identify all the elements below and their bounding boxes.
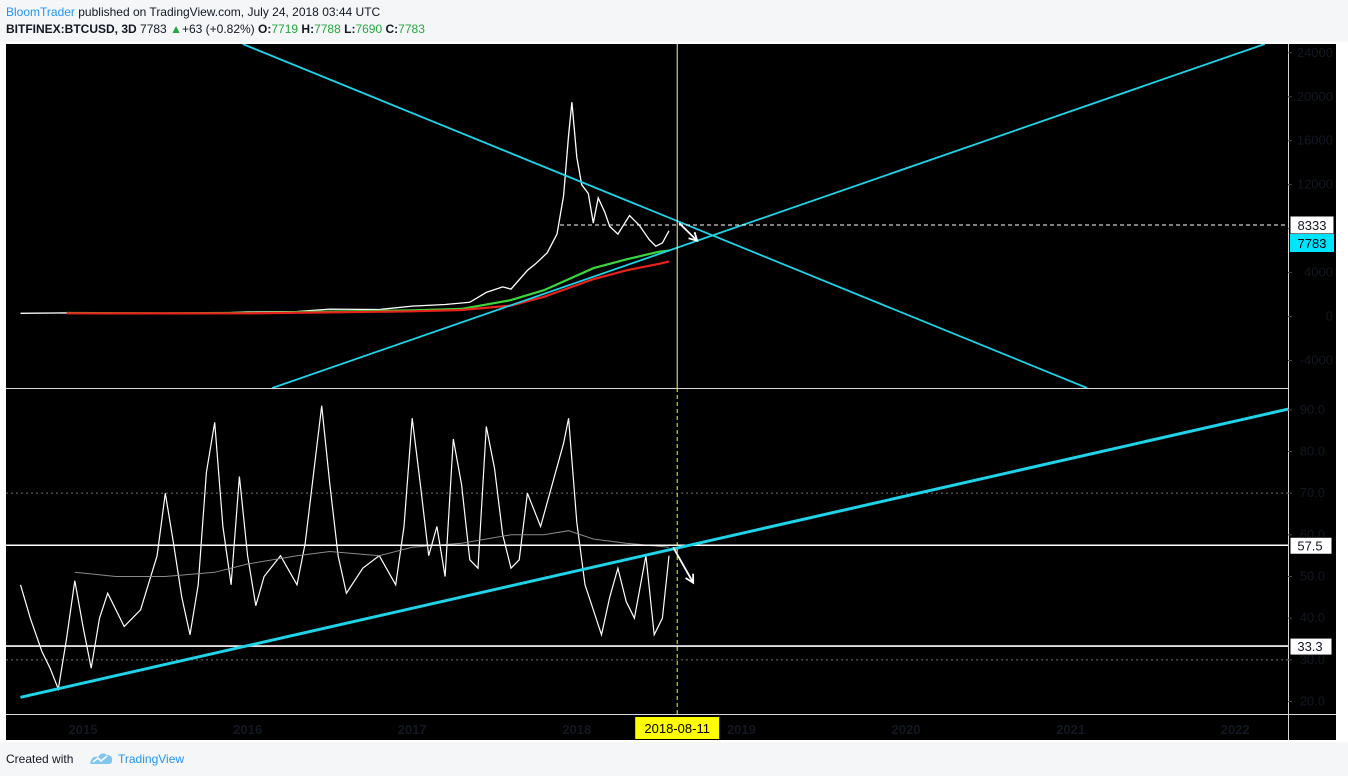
price-tick-label: 20000: [1297, 89, 1333, 104]
high-value: 7788: [314, 22, 341, 36]
crosshair-date-badge: [635, 717, 720, 739]
rsi-pane: [6, 405, 1288, 699]
rsi-tick-label: 80.0: [1300, 444, 1325, 459]
price-down-arrow-head: [688, 231, 699, 243]
price-tick-label: 0: [1326, 309, 1333, 324]
time-tick-label: 2021: [1056, 722, 1085, 737]
rsi-level-badge: [1289, 637, 1333, 656]
price-down-arrow-shaft: [678, 222, 698, 242]
price-tick-label: 4000: [1304, 265, 1333, 280]
price-trendline-2: [271, 44, 1266, 388]
rsi-level-badge: [1289, 536, 1333, 555]
time-tick-label: 2016: [233, 722, 262, 737]
low-label: L:: [344, 22, 356, 36]
rsi-trendline: [20, 407, 1288, 699]
rsi-tick-label: 20.0: [1300, 694, 1325, 709]
rsi-average-line: [74, 530, 670, 577]
rsi-line: [19, 405, 670, 692]
crosshair-date-label: 2018-08-11: [644, 721, 710, 736]
close-value: 7783: [398, 22, 425, 36]
price-tick-label: -4000: [1300, 353, 1333, 368]
symbol-label: BITFINEX:BTCUSD, 3D: [6, 22, 137, 36]
rsi-tick-label: 70.0: [1300, 485, 1325, 500]
price-label-8333: 8333: [1298, 218, 1327, 233]
rsi-level-label-1: 57.5: [1297, 538, 1322, 553]
high-label: H:: [301, 22, 315, 36]
rsi-down-arrow-head: [685, 573, 695, 585]
tradingview-link[interactable]: TradingView: [118, 752, 185, 766]
low-value: 7690: [355, 22, 383, 36]
price-tick-label: 16000: [1297, 133, 1333, 148]
rsi-down-arrow-shaft: [672, 546, 694, 584]
price-tick-label: 12000: [1297, 177, 1333, 192]
time-tick-label: 2018: [562, 722, 591, 737]
publish-line: BloomTrader published on TradingView.com…: [6, 5, 380, 19]
chart-header: BloomTrader published on TradingView.com…: [0, 0, 1348, 42]
created-with-text: Created with: [6, 752, 74, 766]
price-label-box: [1289, 215, 1335, 235]
chart-background: [6, 44, 1336, 740]
time-tick-label: 2022: [1221, 722, 1250, 737]
time-tick-label: 2015: [69, 722, 98, 737]
chart-canvas[interactable]: 24000200001600012000800040000-4000833377…: [0, 42, 1348, 742]
overlay: 2018-08-11: [635, 44, 720, 739]
rsi-tick-label: 90.0: [1300, 402, 1325, 417]
price-change: +63 (+0.82%): [181, 22, 255, 36]
published-text: published on TradingView.com, July 24, 2…: [74, 5, 381, 19]
axes: 24000200001600012000800040000-4000833377…: [6, 44, 1336, 740]
time-tick-label: 2017: [398, 722, 427, 737]
last-price-label: 7783: [1298, 236, 1327, 251]
rsi-tick-label: 40.0: [1300, 610, 1325, 625]
price-trendline-1: [242, 44, 1088, 388]
price-tick-label: 24000: [1297, 45, 1333, 60]
time-tick-label: 2020: [892, 722, 921, 737]
tradingview-logo-icon: [90, 753, 113, 764]
rsi-level-label-2: 33.3: [1297, 639, 1322, 654]
close-label: C:: [385, 22, 399, 36]
footer: Created with TradingView: [0, 742, 1348, 776]
time-tick-label: 2019: [727, 722, 756, 737]
price-pane: [20, 44, 1288, 388]
open-value: 7719: [271, 22, 299, 36]
rsi-tick-label: 50.0: [1300, 569, 1325, 584]
open-label: O:: [258, 22, 272, 36]
last-price-badge: [1290, 234, 1334, 253]
last-price: 7783: [140, 22, 167, 36]
up-arrow-icon: ▲: [170, 22, 182, 36]
symbol-line: BITFINEX:BTCUSD, 3D 7783 ▲+63 (+0.82%) O…: [6, 22, 425, 36]
author-link[interactable]: BloomTrader: [6, 5, 75, 19]
